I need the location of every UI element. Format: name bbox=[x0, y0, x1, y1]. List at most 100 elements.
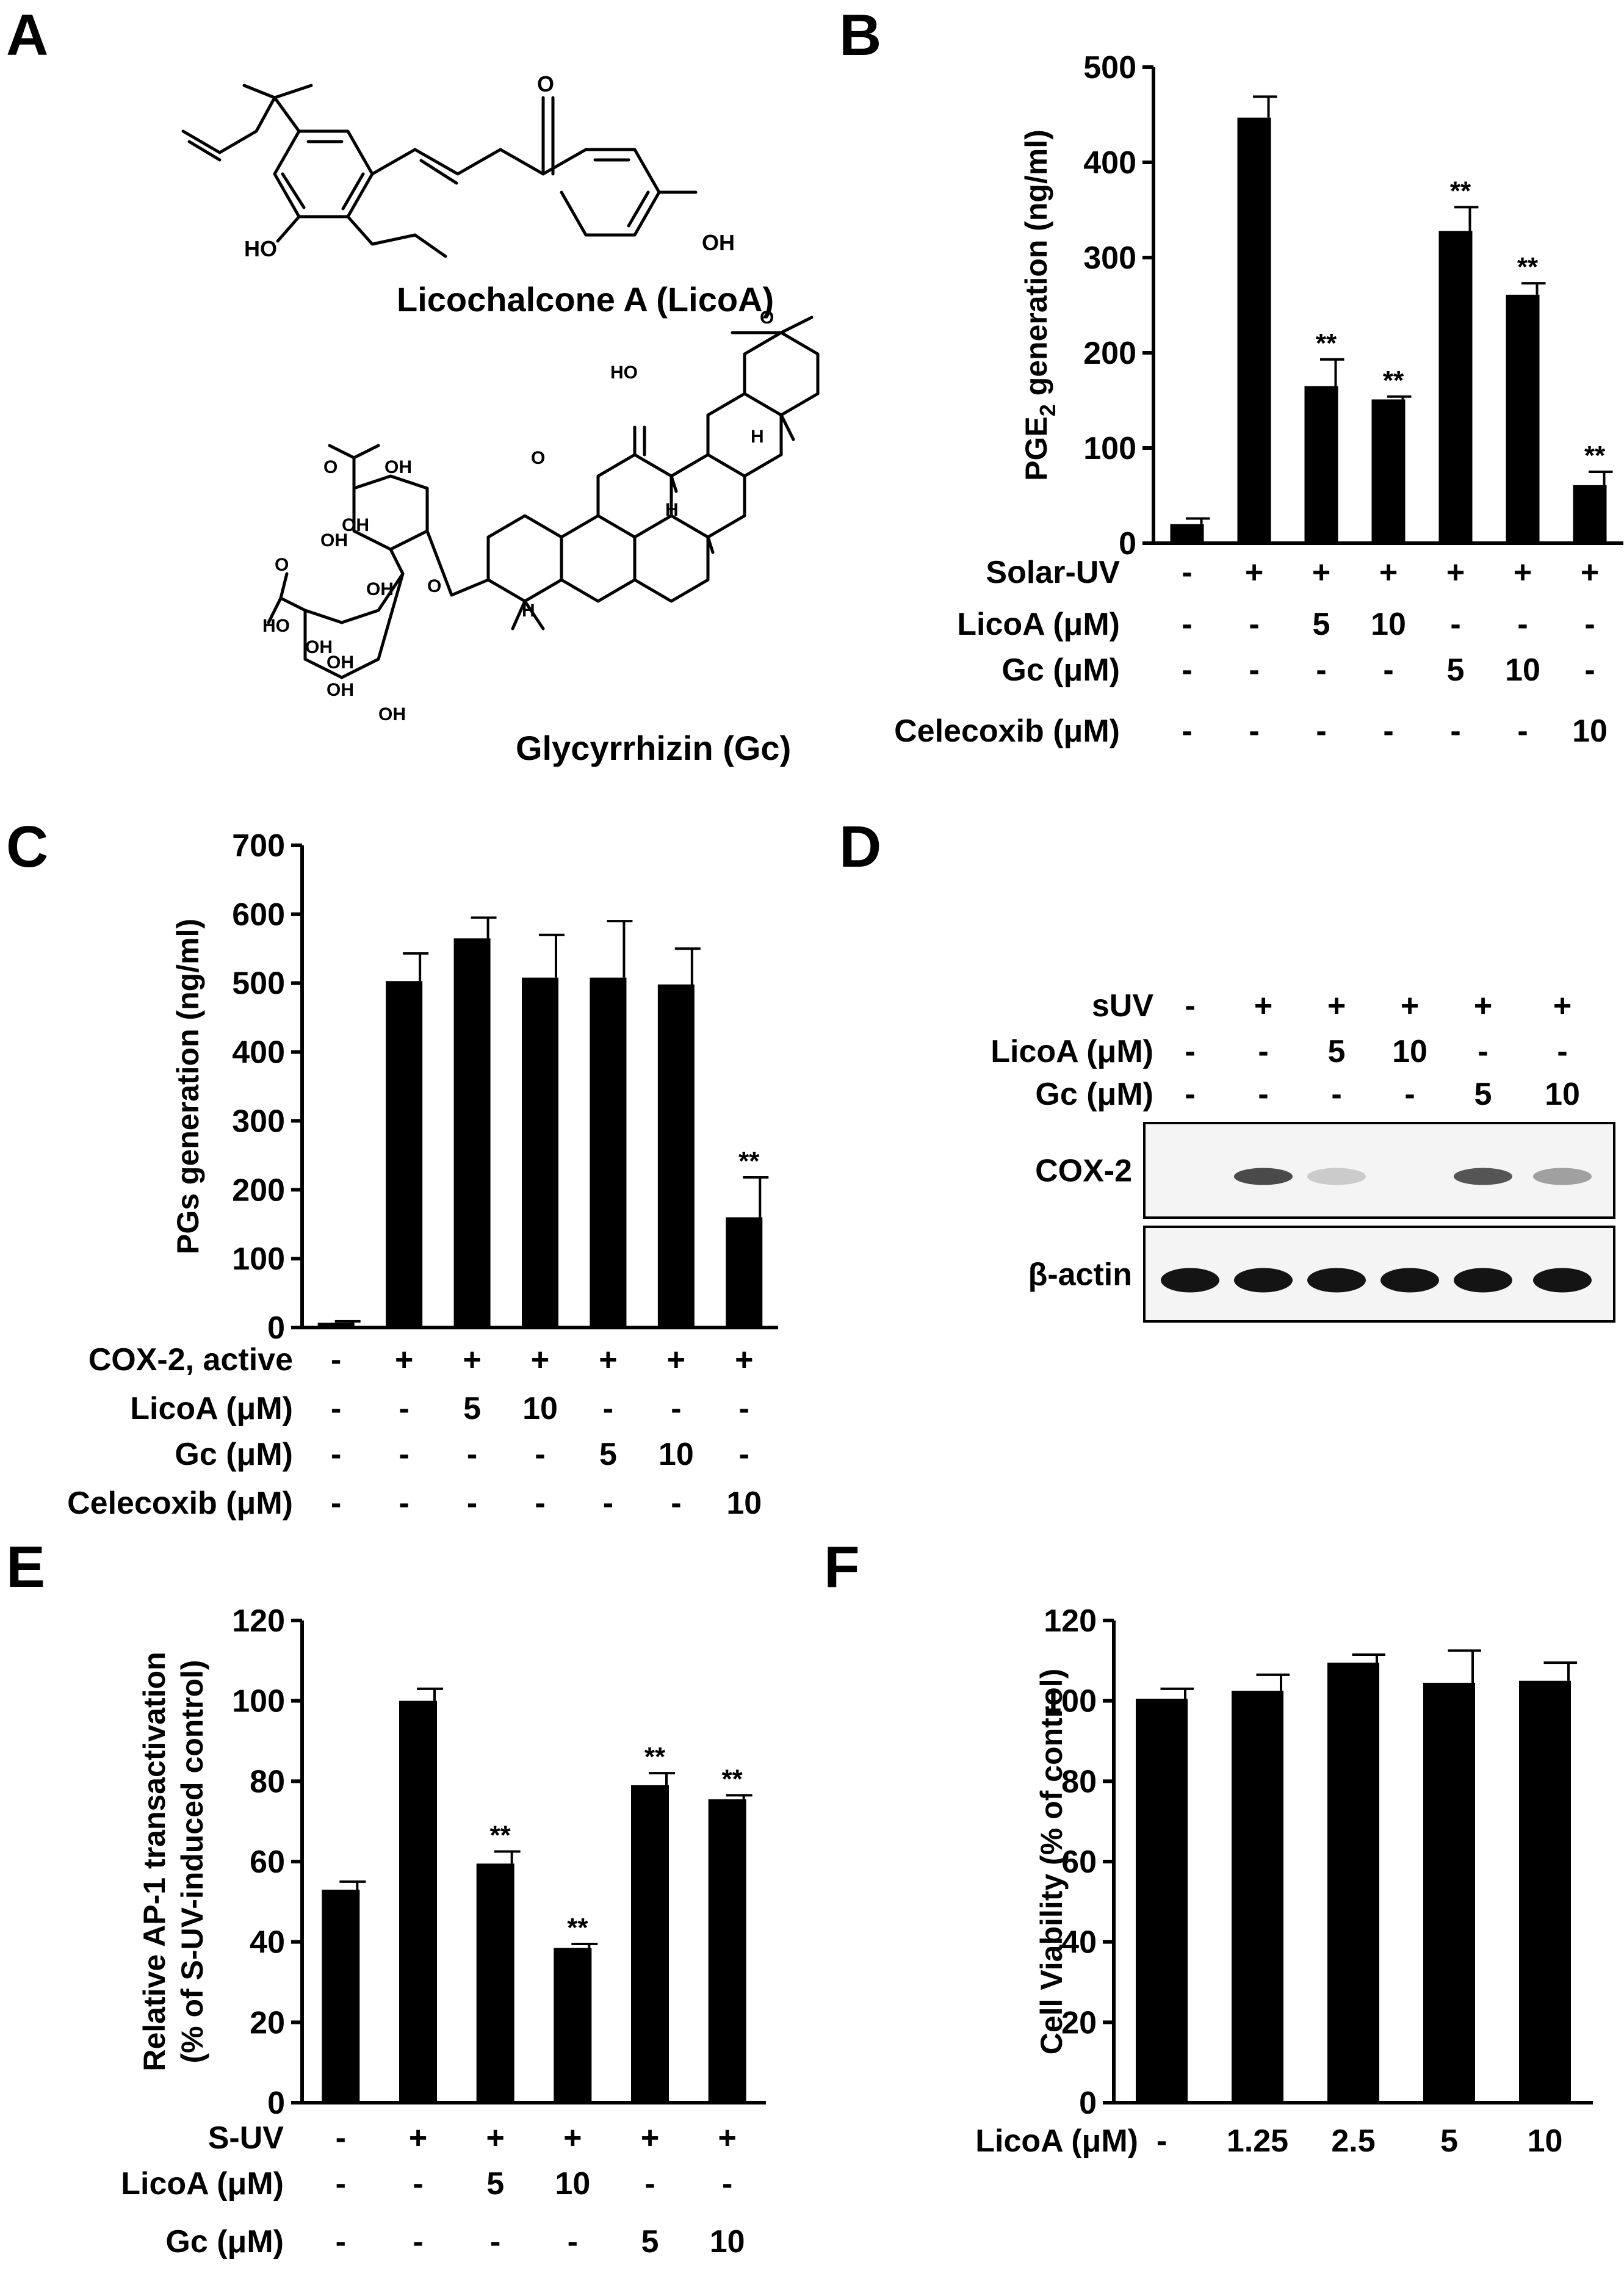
chart-b-row-label: Gc (μM) bbox=[1001, 652, 1120, 688]
blot-d-row-cell: + bbox=[1254, 988, 1272, 1024]
chart-b-ytick-label: 100 bbox=[1083, 431, 1136, 466]
chart-c-bar bbox=[590, 977, 627, 1328]
blot-d-protein-label: β-actin bbox=[1028, 1257, 1132, 1293]
blot-d-row-cell: 5 bbox=[1328, 1034, 1346, 1069]
chart-b-row-cell: 10 bbox=[1505, 652, 1540, 688]
chart-b-row-cell: - bbox=[1182, 714, 1192, 749]
chart-f-bar bbox=[1232, 1691, 1283, 2103]
chart-e-row-cell: 10 bbox=[555, 2166, 590, 2202]
chart-c-row-cell: + bbox=[599, 1342, 617, 1378]
chart-e-row-cell: 10 bbox=[710, 2224, 745, 2260]
chart-e-ylabel-line2: (% of S-UV-induced control) bbox=[175, 1660, 209, 2063]
gc-label-oh-3: OH bbox=[366, 579, 394, 599]
chart-e-significance: ** bbox=[722, 1764, 743, 1794]
blot-d-band bbox=[1454, 1268, 1512, 1293]
chart-c-row-label: Gc (μM) bbox=[175, 1437, 293, 1472]
chart-f-ytick-label: 100 bbox=[1044, 1684, 1097, 1719]
chart-f-row-cell: 5 bbox=[1440, 2123, 1458, 2159]
panel-letter-f: F bbox=[824, 1534, 860, 1600]
chart-c-ytick-label: 0 bbox=[267, 1310, 285, 1346]
chart-e-significance: ** bbox=[644, 1742, 666, 1772]
chart-e-ytick-label: 80 bbox=[250, 1764, 285, 1799]
chart-e-significance: ** bbox=[567, 1913, 588, 1943]
chart-c-row-cell: - bbox=[331, 1391, 341, 1426]
chart-b-row-cell: - bbox=[1316, 652, 1326, 688]
chart-c-row-cell: 10 bbox=[726, 1486, 762, 1521]
chart-b-bar bbox=[1371, 399, 1406, 543]
chart-c-row-cell: - bbox=[331, 1486, 341, 1521]
chart-c-row-cell: + bbox=[395, 1342, 413, 1378]
chart-e-row-cell: + bbox=[718, 2120, 736, 2156]
chart-e-ytick-label: 120 bbox=[232, 1603, 285, 1639]
chart-b-significance: ** bbox=[1383, 366, 1404, 396]
chart-e-ap1: 0 20 40 60 80 100 120 Relative AP-1 transactiva… bbox=[121, 1603, 766, 2260]
chart-f-bar bbox=[1423, 1683, 1475, 2103]
chart-c-row-cell: - bbox=[467, 1437, 477, 1472]
chart-c-row-cell: - bbox=[671, 1391, 681, 1426]
chart-b-significance: ** bbox=[1584, 441, 1606, 471]
panel-letter-b: B bbox=[839, 2, 881, 68]
chart-c-row-cell: - bbox=[671, 1486, 681, 1521]
chart-b-ytick-label: 200 bbox=[1083, 336, 1136, 371]
chart-c-ytick-label: 400 bbox=[232, 1035, 285, 1071]
blot-d-row-cell: - bbox=[1185, 1077, 1195, 1112]
panel-letter-c: C bbox=[6, 814, 48, 880]
blot-d-row-cell: - bbox=[1331, 1077, 1341, 1112]
gc-label-oh-7: OH bbox=[378, 704, 406, 724]
gc-label-h-3: H bbox=[751, 427, 764, 447]
blot-d-row-cell: - bbox=[1185, 988, 1195, 1024]
licoa-atom-o: O bbox=[537, 71, 554, 96]
chart-c-ytick-label: 600 bbox=[232, 897, 285, 933]
chart-c-bar bbox=[522, 977, 558, 1328]
gc-label-oh-6: OH bbox=[327, 680, 354, 700]
chart-b-bar bbox=[1438, 231, 1473, 543]
chart-f-ytick-label: 20 bbox=[1061, 2005, 1097, 2040]
chart-b-ylabel: PGE2 generation (ng/ml) bbox=[1019, 129, 1060, 481]
glycyrrhizin-name: Glycyrrhizin (Gc) bbox=[516, 729, 791, 767]
chart-e-bar bbox=[554, 1948, 592, 2103]
licochalcone-a-structure bbox=[181, 84, 698, 258]
chart-c-row-cell: + bbox=[463, 1342, 481, 1378]
chart-c-row-cell: - bbox=[467, 1486, 477, 1521]
chart-e-row-cell: - bbox=[336, 2120, 346, 2156]
chart-e-row-cell: + bbox=[486, 2120, 504, 2156]
gc-label-oh-4: OH bbox=[342, 515, 369, 535]
chart-e-row-cell: - bbox=[722, 2166, 732, 2202]
chart-b-ytick-label: 500 bbox=[1083, 50, 1136, 85]
gc-label-o-2: O bbox=[427, 576, 441, 596]
chart-c-ytick-label: 300 bbox=[232, 1104, 285, 1139]
panel-letter-d: D bbox=[839, 814, 881, 880]
chart-e-ytick-label: 40 bbox=[250, 1925, 285, 1960]
blot-d-band bbox=[1161, 1268, 1219, 1293]
chart-c-pgs: 0 100 200 300 400 500 600 700 PGs generation (ng… bbox=[67, 828, 778, 1521]
panel-letter-e: E bbox=[6, 1534, 45, 1600]
blot-d-band bbox=[1234, 1268, 1293, 1293]
chart-f-row-cell: 1.25 bbox=[1227, 2123, 1288, 2159]
chart-c-bar bbox=[726, 1217, 763, 1328]
chart-c-row-cell: - bbox=[399, 1486, 409, 1521]
chart-f-row-cell: 10 bbox=[1528, 2123, 1563, 2159]
gc-label-oh-5: OH bbox=[327, 652, 354, 673]
chart-b-row-cell: 10 bbox=[1371, 607, 1406, 642]
chart-b-row-cell: + bbox=[1446, 555, 1465, 590]
chart-e-row-cell: - bbox=[336, 2224, 346, 2260]
chart-b-row-cell: + bbox=[1379, 555, 1398, 590]
chart-b-significance: ** bbox=[1450, 176, 1471, 206]
gc-label-o-1: O bbox=[323, 457, 337, 477]
chart-e-row-label: S-UV bbox=[208, 2120, 284, 2156]
chart-b-row-cell: - bbox=[1182, 607, 1192, 642]
chart-b-row-cell: - bbox=[1383, 652, 1393, 688]
chart-f-bar bbox=[1136, 1699, 1188, 2103]
chart-f-ytick-label: 120 bbox=[1044, 1603, 1097, 1639]
blot-d-band bbox=[1234, 1168, 1293, 1185]
chart-b-row-cell: - bbox=[1584, 607, 1595, 642]
chart-f-bar bbox=[1519, 1680, 1571, 2103]
blot-d-band bbox=[1533, 1168, 1592, 1185]
chart-b-row-cell: - bbox=[1249, 607, 1259, 642]
blot-d-protein-label: COX-2 bbox=[1035, 1154, 1132, 1189]
glycyrrhizin-structure bbox=[267, 316, 820, 679]
chart-b-significance: ** bbox=[1316, 328, 1337, 358]
blot-d-row-cell: - bbox=[1185, 1034, 1195, 1069]
blot-d-row-cell: - bbox=[1478, 1034, 1488, 1069]
